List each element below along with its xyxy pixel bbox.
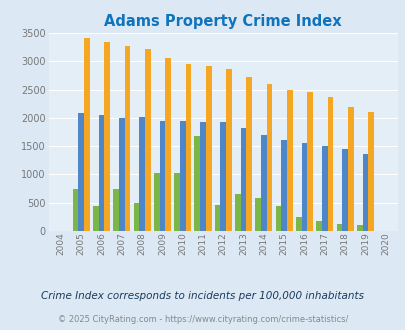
Bar (234, 194, 240, 231)
Bar (315, 221, 321, 231)
Bar (185, 64, 191, 231)
Bar (84, 38, 90, 231)
Bar (307, 92, 312, 231)
Bar (124, 46, 130, 231)
Bar (194, 136, 200, 231)
Bar (321, 146, 327, 231)
Text: Crime Index corresponds to incidents per 100,000 inhabitants: Crime Index corresponds to incidents per… (41, 291, 364, 301)
Bar (275, 206, 281, 231)
Bar (281, 141, 286, 231)
Bar (200, 122, 205, 231)
Bar (159, 121, 165, 231)
Bar (113, 188, 119, 231)
Bar (98, 115, 104, 231)
Bar (119, 118, 124, 231)
Bar (226, 70, 231, 231)
Bar (246, 77, 252, 231)
Bar (133, 203, 139, 231)
Bar (179, 121, 185, 231)
Bar (341, 149, 347, 231)
Bar (174, 173, 179, 231)
Bar (78, 113, 84, 231)
Bar (72, 188, 78, 231)
Bar (362, 154, 367, 231)
Title: Adams Property Crime Index: Adams Property Crime Index (104, 14, 341, 29)
Bar (260, 135, 266, 231)
Bar (336, 224, 341, 231)
Bar (356, 225, 362, 231)
Bar (214, 205, 220, 231)
Bar (93, 206, 98, 231)
Bar (165, 58, 171, 231)
Bar (153, 173, 159, 231)
Bar (139, 117, 145, 231)
Bar (266, 84, 272, 231)
Bar (205, 66, 211, 231)
Text: © 2025 CityRating.com - https://www.cityrating.com/crime-statistics/: © 2025 CityRating.com - https://www.city… (58, 315, 347, 324)
Bar (220, 122, 226, 231)
Bar (145, 49, 150, 231)
Bar (240, 128, 246, 231)
Bar (104, 42, 110, 231)
Bar (327, 97, 333, 231)
Bar (301, 143, 307, 231)
Bar (255, 198, 260, 231)
Bar (347, 107, 353, 231)
Bar (286, 90, 292, 231)
Bar (367, 112, 373, 231)
Bar (295, 217, 301, 231)
